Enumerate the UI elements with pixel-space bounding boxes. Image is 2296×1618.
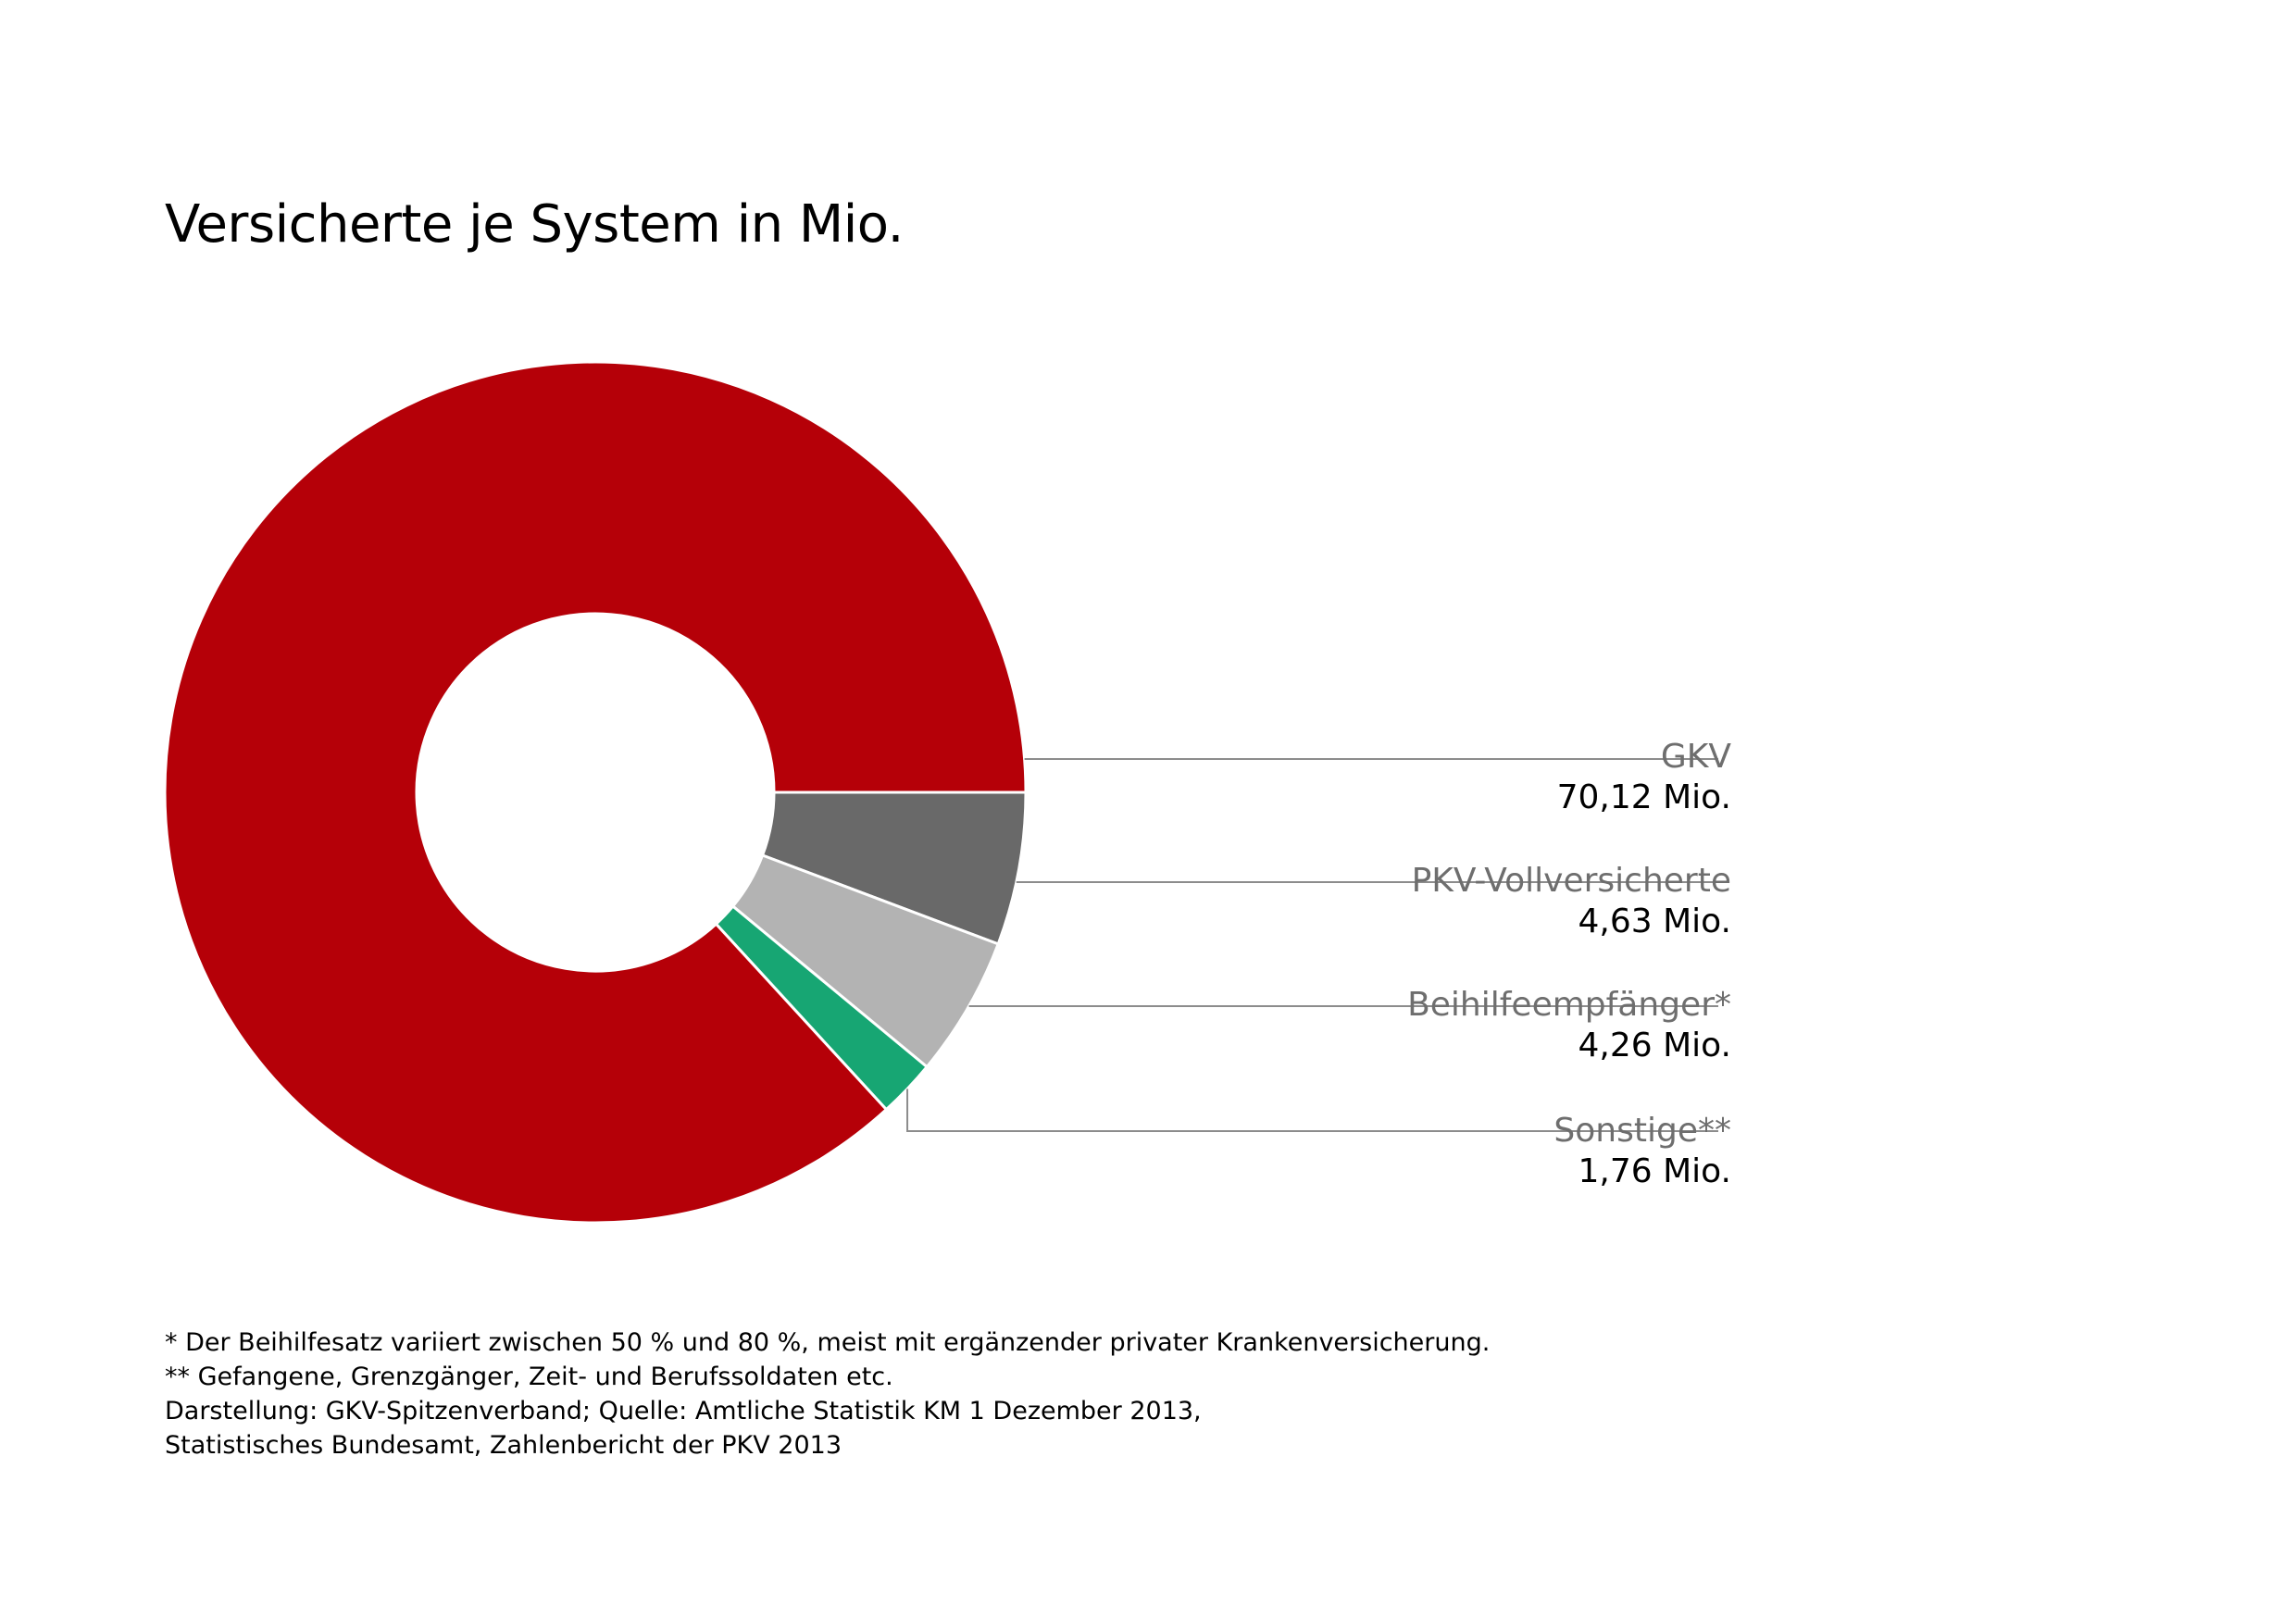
slice-value-label: 70,12 Mio.	[1556, 778, 1731, 816]
footnotes: * Der Beihilfesatz variiert zwischen 50 …	[165, 1326, 1490, 1462]
footnote-sonstige: ** Gefangene, Grenzgänger, Zeit- und Ber…	[165, 1363, 893, 1391]
slice-value-label: 1,76 Mio.	[1578, 1152, 1732, 1190]
footnote-beihilfe: * Der Beihilfesatz variiert zwischen 50 …	[165, 1328, 1491, 1357]
footnote-source: Darstellung: GKV-Spitzenverband; Quelle:…	[165, 1397, 1202, 1425]
legend-label-pkv-vollversicherte: PKV-Vollversicherte 4,63 Mio.	[1412, 861, 1731, 942]
legend-label-beihilfeempfaenger: Beihilfeempfänger* 4,26 Mio.	[1407, 985, 1731, 1066]
footnote-source-continued: Statistisches Bundesamt, Zahlenbericht d…	[165, 1431, 842, 1460]
leader-lines	[906, 758, 1718, 1132]
slice-name-label: Sonstige**	[1554, 1112, 1731, 1150]
donut-slices	[163, 360, 1028, 1225]
slice-name-label: PKV-Vollversicherte	[1411, 862, 1731, 900]
legend-label-sonstige: Sonstige** 1,76 Mio.	[1554, 1111, 1731, 1192]
chart-title: Versicherte je System in Mio.	[165, 194, 904, 255]
leader-line-sonstige	[906, 1089, 1718, 1132]
slice-name-label: GKV	[1660, 738, 1731, 776]
legend-label-gkv: GKV 70,12 Mio.	[1557, 737, 1731, 818]
slice-name-label: Beihilfeempfänger*	[1407, 986, 1731, 1024]
slice-value-label: 4,63 Mio.	[1578, 902, 1732, 940]
slice-gkv	[163, 360, 1028, 1225]
slice-value-label: 4,26 Mio.	[1578, 1027, 1732, 1064]
